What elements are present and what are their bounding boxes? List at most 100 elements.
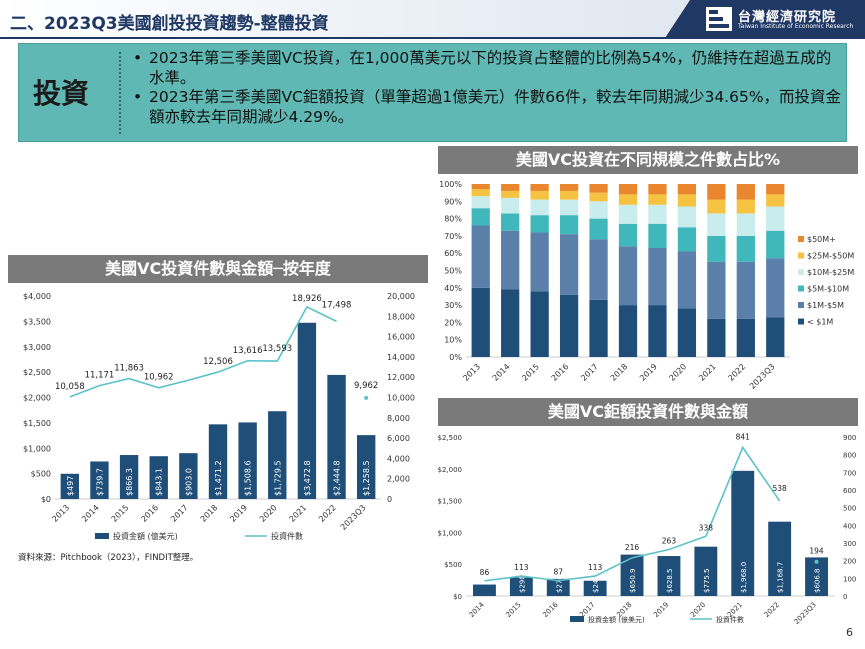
bar-segment <box>471 225 490 288</box>
page-title: 二、2023Q3美國創投投資趨勢-整體投資 <box>10 14 329 34</box>
x-tick-label: 2015 <box>110 503 131 524</box>
y-right-tick-label: 10,000 <box>387 394 415 403</box>
logo-name: 台灣經濟研究院 <box>738 10 837 25</box>
bar-segment <box>559 199 579 216</box>
y-left-tick-label: $4,000 <box>23 292 51 301</box>
bar-segment <box>501 197 520 214</box>
x-tick-label: 2013 <box>461 362 482 383</box>
y-right-tick-label: 0 <box>843 593 847 601</box>
summary-list: 2023年第三季美國VC投資，在1,000萬美元以下的投資占整體的比例為54%，… <box>131 49 843 127</box>
y-left-tick-label: $1,500 <box>438 498 463 506</box>
chart-title-size-share: 美國VC投資在不同規模之件數占比% <box>438 146 858 174</box>
count-value-label: 13,593 <box>262 344 292 354</box>
x-tick-label: 2018 <box>609 362 630 383</box>
bar-segment <box>618 246 638 306</box>
x-tick-label: 2023Q3 <box>793 601 818 626</box>
y-tick-label: 80% <box>444 215 462 224</box>
bar-value-label: $1,471.2 <box>214 460 223 496</box>
x-tick-label: 2022 <box>763 601 781 619</box>
bar <box>694 546 718 596</box>
bar-segment <box>648 248 667 306</box>
x-tick-label: 2020 <box>258 503 279 524</box>
bar-value-label: $606.8 <box>814 569 822 594</box>
bar-segment <box>677 184 697 195</box>
y-left-tick-label: $500 <box>31 470 51 479</box>
bar-segment <box>530 291 549 357</box>
bar-value-label: $628.5 <box>666 569 674 594</box>
x-tick-label: 2023Q3 <box>339 503 368 532</box>
x-tick-label: 2019 <box>638 362 659 383</box>
legend-label: $1M-$5M <box>807 301 844 310</box>
y-right-tick-label: 100 <box>843 575 856 583</box>
bar-value-label: $1,729.5 <box>273 460 282 496</box>
legend-label-line: 投資件數 <box>271 531 303 541</box>
bar-segment <box>677 206 697 228</box>
y-right-tick-label: 8,000 <box>387 414 410 423</box>
bar-segment <box>471 287 490 357</box>
legend-swatch <box>798 269 804 275</box>
y-right-tick-label: 400 <box>843 522 856 530</box>
y-right-tick-label: 18,000 <box>387 312 415 321</box>
bar-segment <box>589 218 608 240</box>
legend-swatch <box>798 318 804 325</box>
bar-value-label: $739.7 <box>95 468 104 496</box>
count-value-label: 13,616 <box>233 346 263 356</box>
bar <box>583 580 607 596</box>
x-tick-label: 2014 <box>468 600 487 619</box>
bar-segment <box>766 258 785 318</box>
bar-value-label: $2,444.8 <box>333 460 342 496</box>
y-left-tick-label: $0 <box>453 593 462 601</box>
bar-segment <box>766 194 785 207</box>
bar-segment <box>530 184 549 191</box>
bar <box>327 374 346 499</box>
x-tick-label: 2014 <box>491 362 512 383</box>
bar-segment <box>648 305 667 357</box>
bar-value-label: $497 <box>66 476 75 496</box>
bar-segment <box>648 184 667 195</box>
bar-value-label: $866.3 <box>125 468 134 496</box>
bar-segment <box>559 234 579 295</box>
y-right-tick-label: 0 <box>387 495 392 504</box>
bar-segment <box>618 305 638 357</box>
y-tick-label: 50% <box>444 267 462 276</box>
bar-value-label: $290 <box>518 575 526 593</box>
bar-segment <box>471 184 490 190</box>
chart-title-annual: 美國VC投資件數與金額─按年度 <box>8 255 428 283</box>
page-number: 6 <box>846 626 853 639</box>
legend-swatch-bar <box>95 533 109 539</box>
bar-segment <box>766 206 785 231</box>
legend-label-line: 投資件數 <box>716 615 744 624</box>
summary-label: 投資 <box>33 77 90 110</box>
bar-segment <box>736 213 755 236</box>
bar <box>805 557 828 596</box>
bar-segment <box>707 184 726 200</box>
y-tick-label: 30% <box>444 301 462 310</box>
y-right-tick-label: 700 <box>843 469 856 477</box>
bar <box>149 456 168 499</box>
count-value-label: 18,926 <box>292 294 322 304</box>
x-tick-label: 2018 <box>615 601 633 619</box>
count-line <box>69 305 337 398</box>
bar-segment <box>618 184 638 195</box>
x-tick-label: 2020 <box>668 362 689 383</box>
x-tick-label: 2017 <box>169 503 190 524</box>
bar-segment <box>559 184 579 191</box>
y-right-tick-label: 20,000 <box>387 292 415 301</box>
x-tick-label: 2016 <box>541 600 560 619</box>
bar-segment <box>707 235 726 262</box>
bar-value-label: $1,258.5 <box>362 460 371 496</box>
logo-subtitle: Taiwan Institute of Economic Research <box>738 23 854 30</box>
bar-segment <box>766 317 785 357</box>
x-tick-label: 2021 <box>726 601 744 619</box>
count-value-label: 9,962 <box>354 381 378 391</box>
x-tick-label: 2019 <box>228 503 249 524</box>
tier-logo-icon <box>706 7 732 31</box>
y-right-tick-label: 800 <box>843 452 856 460</box>
bar-segment <box>677 194 697 207</box>
x-tick-label: 2014 <box>80 503 101 524</box>
bar-segment <box>501 230 520 290</box>
bar-segment <box>677 308 697 357</box>
bar <box>731 470 755 596</box>
bar <box>90 461 109 499</box>
bar-value-label: $903.0 <box>184 468 193 496</box>
